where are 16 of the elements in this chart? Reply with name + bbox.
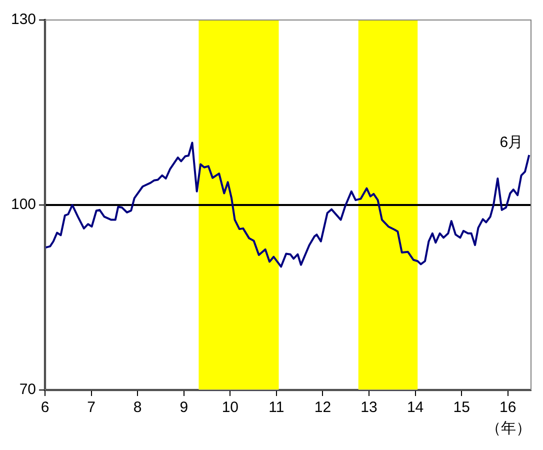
x-tick-label: 15 xyxy=(453,399,470,416)
y-tick-label: 70 xyxy=(19,381,36,398)
x-tick-label: 8 xyxy=(133,399,142,416)
y-tick-label: 130 xyxy=(10,11,36,28)
x-tick-label: 7 xyxy=(87,399,96,416)
x-tick-label: 9 xyxy=(180,399,188,416)
x-tick-label: 16 xyxy=(500,399,516,416)
y-tick-label: 100 xyxy=(10,196,36,214)
x-axis-title: （年） xyxy=(486,420,531,438)
x-tick-label: 13 xyxy=(360,399,378,416)
x-tick-label: 10 xyxy=(222,399,239,416)
x-tick-label: 11 xyxy=(268,399,284,416)
x-tick-label: 14 xyxy=(406,399,424,416)
x-tick-label: 6 xyxy=(40,399,50,416)
x-tick-label: 12 xyxy=(314,399,332,416)
annotation: 6月 xyxy=(500,134,524,152)
